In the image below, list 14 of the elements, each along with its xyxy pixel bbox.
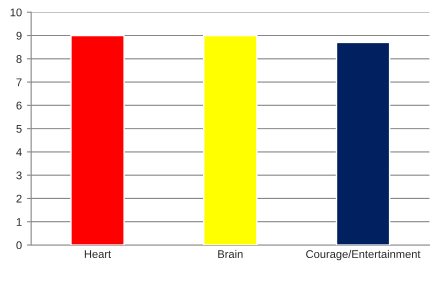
y-tick-label: 6 [16,102,22,110]
y-tick-label: 0 [16,241,22,250]
y-tick-label: 2 [16,194,22,202]
x-tick-label: Brain [218,250,243,258]
y-tick-label: 8 [16,55,22,63]
y-tick-label: 1 [16,218,22,226]
y-tick-label: 10 [10,8,22,16]
y-tick-label: 3 [16,171,22,180]
x-tick-label: Courage/Entertainment [306,250,420,260]
x-tick-label: Heart [84,250,112,258]
y-tick-label: 5 [16,125,22,133]
y-tick-label: 4 [16,148,22,156]
y-tick-label: 7 [16,78,22,86]
y-tick-label: 9 [16,32,22,40]
